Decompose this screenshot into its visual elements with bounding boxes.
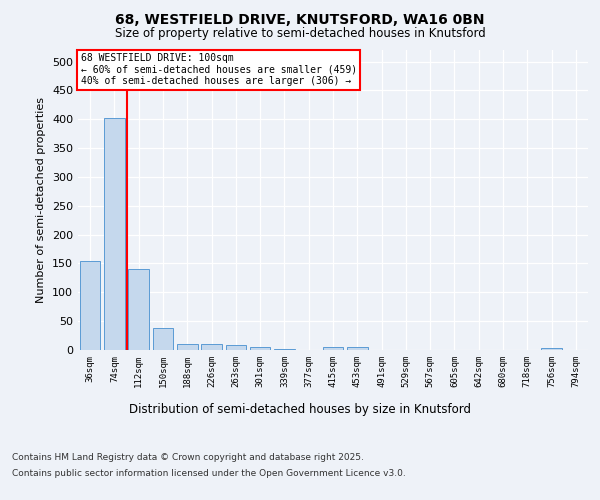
Bar [226,346,246,350]
Bar [104,118,125,350]
Bar [323,346,343,350]
Bar [128,269,149,350]
Bar [250,346,271,350]
Bar [347,346,368,350]
Bar [274,349,295,350]
Text: Size of property relative to semi-detached houses in Knutsford: Size of property relative to semi-detach… [115,28,485,40]
Bar [177,344,197,350]
Bar [541,348,562,350]
Bar [152,328,173,350]
Y-axis label: Number of semi-detached properties: Number of semi-detached properties [37,97,46,303]
Bar [80,260,100,350]
Text: Contains HM Land Registry data © Crown copyright and database right 2025.: Contains HM Land Registry data © Crown c… [12,454,364,462]
Text: 68, WESTFIELD DRIVE, KNUTSFORD, WA16 0BN: 68, WESTFIELD DRIVE, KNUTSFORD, WA16 0BN [115,12,485,26]
Bar [201,344,222,350]
Text: Contains public sector information licensed under the Open Government Licence v3: Contains public sector information licen… [12,468,406,477]
Text: 68 WESTFIELD DRIVE: 100sqm
← 60% of semi-detached houses are smaller (459)
40% o: 68 WESTFIELD DRIVE: 100sqm ← 60% of semi… [80,53,356,86]
Text: Distribution of semi-detached houses by size in Knutsford: Distribution of semi-detached houses by … [129,402,471,415]
